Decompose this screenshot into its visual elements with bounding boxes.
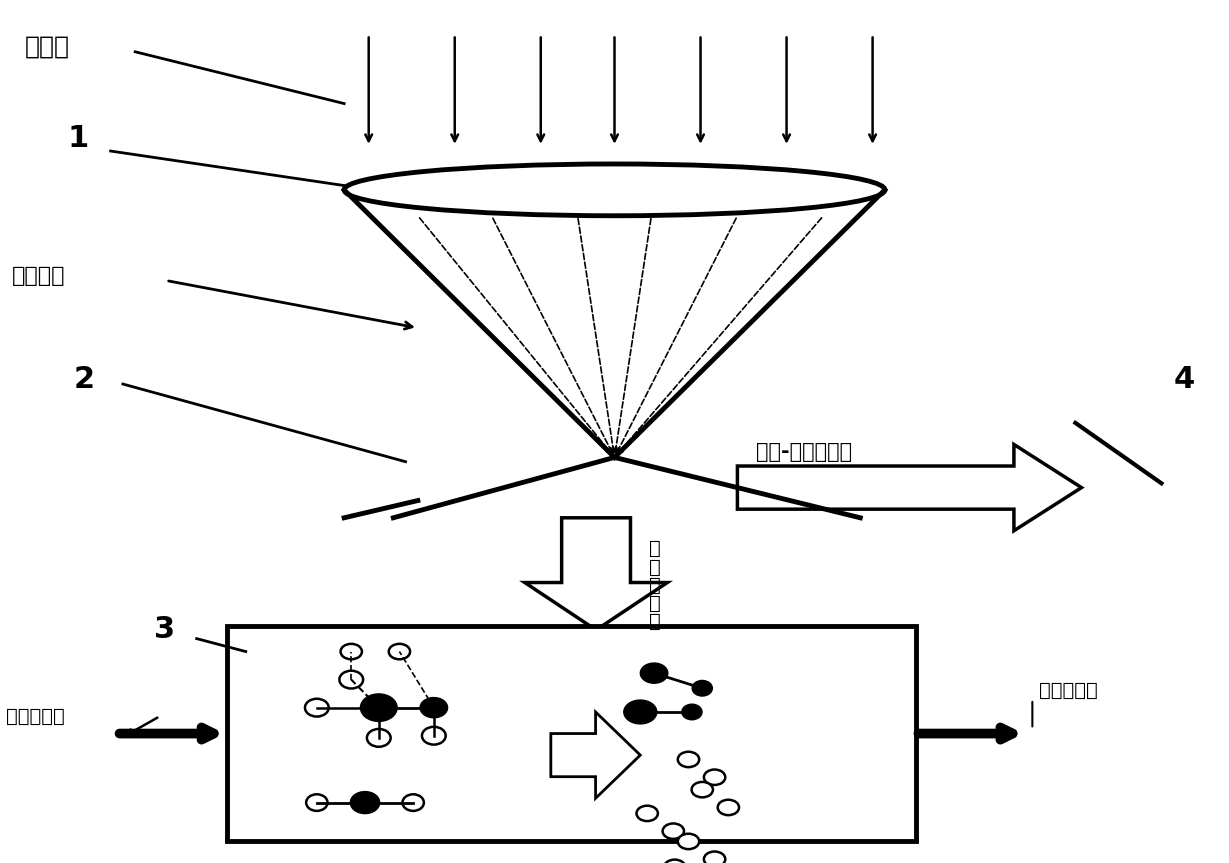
- Ellipse shape: [678, 752, 699, 767]
- Bar: [227, 626, 916, 841]
- Ellipse shape: [403, 794, 424, 811]
- Ellipse shape: [718, 800, 739, 816]
- Ellipse shape: [420, 697, 447, 718]
- Text: 3: 3: [154, 615, 175, 645]
- Ellipse shape: [305, 699, 328, 716]
- Ellipse shape: [640, 663, 667, 683]
- Ellipse shape: [422, 727, 446, 745]
- Text: 2: 2: [74, 365, 95, 394]
- Text: 1: 1: [68, 123, 88, 153]
- Text: 紫外-可见光波段: 紫外-可见光波段: [756, 442, 852, 462]
- Ellipse shape: [662, 823, 685, 839]
- Ellipse shape: [704, 852, 725, 863]
- Text: 甲醇等原料: 甲醇等原料: [6, 707, 65, 726]
- Ellipse shape: [664, 860, 686, 863]
- Polygon shape: [551, 712, 640, 798]
- Ellipse shape: [306, 794, 327, 811]
- Text: 合成气输出: 合成气输出: [1039, 681, 1097, 700]
- Ellipse shape: [360, 694, 397, 721]
- Ellipse shape: [340, 644, 361, 659]
- Text: 红
外
光
波
段: 红 外 光 波 段: [649, 539, 661, 632]
- Ellipse shape: [339, 671, 363, 689]
- Ellipse shape: [624, 700, 656, 724]
- Polygon shape: [525, 518, 667, 630]
- Ellipse shape: [704, 770, 725, 785]
- Ellipse shape: [350, 791, 380, 814]
- Text: 汇聚光线: 汇聚光线: [12, 266, 66, 287]
- Text: 4: 4: [1174, 365, 1195, 394]
- Ellipse shape: [692, 782, 713, 797]
- Text: 太阳光: 太阳光: [25, 35, 70, 59]
- Ellipse shape: [388, 644, 410, 659]
- Ellipse shape: [682, 704, 702, 720]
- Polygon shape: [737, 444, 1082, 531]
- Ellipse shape: [692, 680, 713, 696]
- Ellipse shape: [367, 729, 391, 746]
- Ellipse shape: [637, 806, 658, 821]
- Ellipse shape: [678, 834, 699, 849]
